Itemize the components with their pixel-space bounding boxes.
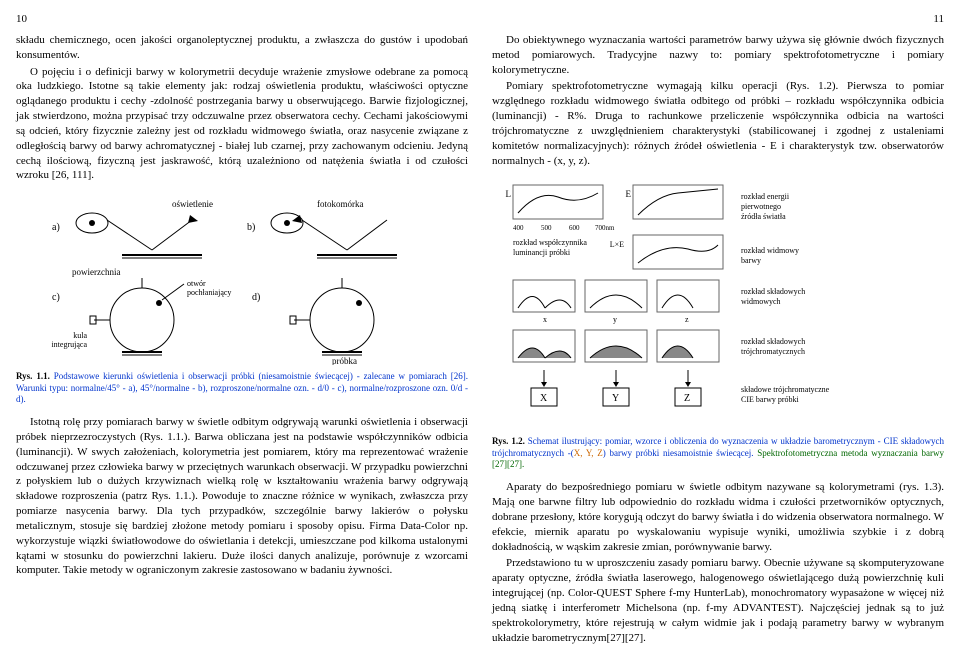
figure-1-1-caption: Rys. 1.1. Podstawowe kierunki oświetleni… (16, 371, 468, 405)
fig1-label-otwor: otwór (187, 279, 206, 288)
svg-text:źródła światła: źródła światła (741, 212, 786, 221)
svg-text:trójchromatycznych: trójchromatycznych (741, 347, 805, 356)
svg-text:500: 500 (541, 224, 552, 232)
right-para-1: Do obiektywnego wyznaczania wartości par… (492, 33, 944, 78)
svg-text:700nm: 700nm (595, 224, 615, 232)
svg-text:z: z (685, 315, 689, 324)
figure-1-2-svg: L E rozkład energii pierwotnego źródła ś… (503, 180, 933, 430)
svg-text:L: L (506, 189, 512, 199)
fig1-label-kula: kula (73, 331, 87, 340)
svg-text:rozkład składowych: rozkład składowych (741, 337, 805, 346)
svg-text:y: y (613, 315, 617, 324)
fig1-label-a: a) (52, 222, 60, 233)
svg-text:Z: Z (684, 393, 690, 404)
fig1-label-probka: próbka (332, 356, 357, 365)
right-para-2: Pomiary spektrofotometryczne wymagają ki… (492, 79, 944, 168)
left-para-2: O pojęciu i o definicji barwy w koloryme… (16, 65, 468, 184)
figure-1-1-svg: oświetlenie fotokomórka a) b) (32, 195, 452, 365)
svg-text:400: 400 (513, 224, 524, 232)
svg-text:E: E (626, 189, 632, 199)
fig1-label-otwor2: pochłaniający (187, 288, 231, 297)
caption2-body2: ) barwy próbki niesamoistnie świecącej. (603, 448, 758, 458)
svg-text:X: X (540, 393, 548, 404)
svg-text:Y: Y (612, 393, 619, 404)
figure-1-2-caption: Rys. 1.2. Schemat ilustrujący: pomiar, w… (492, 436, 944, 470)
svg-text:luminancji próbki: luminancji próbki (513, 248, 571, 257)
fig1-label-d: d) (252, 292, 260, 303)
svg-text:składowe trójchromatyczne: składowe trójchromatyczne (741, 385, 830, 394)
svg-text:pierwotnego: pierwotnego (741, 202, 781, 211)
figure-1-2: L E rozkład energii pierwotnego źródła ś… (492, 180, 944, 430)
right-column: 11 Do obiektywnego wyznaczania wartości … (492, 12, 944, 647)
left-para-3: Istotną rolę przy pomiarach barwy w świe… (16, 415, 468, 578)
right-para-3: Aparaty do bezpośredniego pomiaru w świe… (492, 480, 944, 554)
page-number-right: 11 (492, 12, 944, 27)
caption1-lead: Rys. 1.1. (16, 371, 54, 381)
right-para-4: Przedstawiono tu w uproszczeniu zasady p… (492, 556, 944, 645)
svg-text:rozkład składowych: rozkład składowych (741, 287, 805, 296)
fig1-label-b: b) (247, 222, 255, 233)
fig1-label-oswietlenie: oświetlenie (172, 199, 213, 209)
fig1-label-c: c) (52, 292, 60, 303)
svg-text:L×E: L×E (610, 240, 624, 249)
svg-text:widmowych: widmowych (741, 297, 781, 306)
svg-text:x: x (543, 315, 547, 324)
caption2-xyz: X, Y, Z (574, 448, 603, 458)
svg-text:600: 600 (569, 224, 580, 232)
left-column: 10 składu chemicznego, ocen jakości orga… (16, 12, 468, 647)
fig1-label-powierzchnia: powierzchnia (72, 267, 120, 277)
caption1-body: Podstawowe kierunki oświetlenia i obserw… (16, 371, 468, 404)
fig1-label-fotokomorka: fotokomórka (317, 199, 364, 209)
svg-text:barwy: barwy (741, 256, 761, 265)
page-number-left: 10 (16, 12, 468, 27)
svg-text:rozkład współczynnika: rozkład współczynnika (513, 238, 587, 247)
caption2-lead: Rys. 1.2. (492, 436, 528, 446)
svg-text:rozkład energii: rozkład energii (741, 192, 790, 201)
figure-1-1: oświetlenie fotokomórka a) b) (16, 195, 468, 365)
svg-text:rozkład widmowy: rozkład widmowy (741, 246, 799, 255)
left-para-1: składu chemicznego, ocen jakości organol… (16, 33, 468, 63)
svg-text:CIE barwy próbki: CIE barwy próbki (741, 395, 800, 404)
fig1-label-kula2: integrująca (51, 340, 87, 349)
two-column-layout: 10 składu chemicznego, ocen jakości orga… (16, 12, 944, 647)
